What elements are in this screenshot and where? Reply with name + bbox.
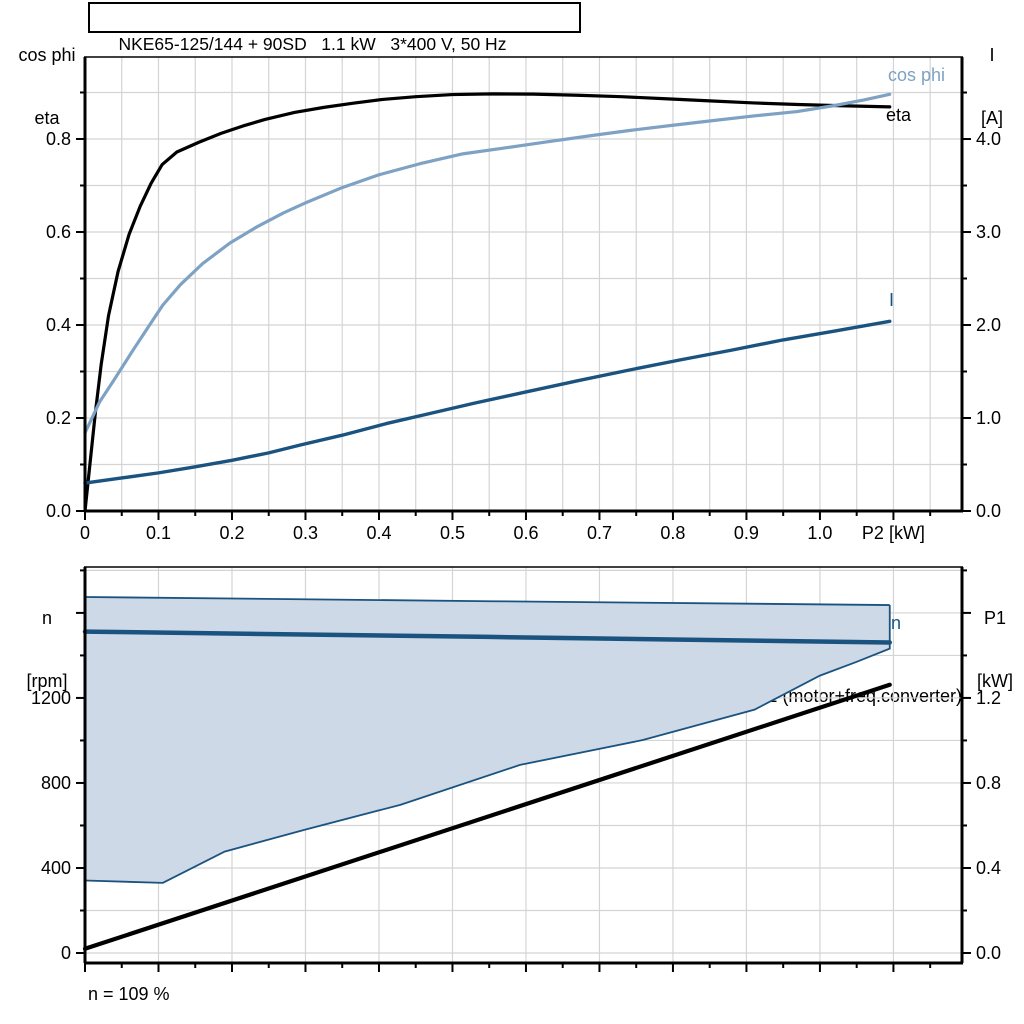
svg-text:0: 0 [80, 523, 90, 543]
axis-title-I: I [989, 45, 995, 65]
series-cos-phi [83, 92, 892, 435]
duty-envelope-upper-bound [84, 596, 890, 606]
svg-text:1.0: 1.0 [807, 523, 832, 543]
svg-text:0.4: 0.4 [976, 858, 1001, 878]
svg-text:0.4: 0.4 [46, 315, 71, 335]
axis-title-eta: eta [34, 108, 60, 128]
curve-label-cos-phi: cos phi [888, 65, 946, 85]
svg-text:0.0: 0.0 [976, 501, 1001, 521]
curve-label-current: I [889, 290, 895, 310]
chart-motor-performance: 0.00.20.40.60.80.01.02.03.04.00 0.1 0.2 0.3… [46, 56, 1001, 543]
svg-text:0.1: 0.1 [146, 523, 171, 543]
axis-title-kW: [kW] [977, 671, 1013, 691]
svg-text:0.3: 0.3 [293, 523, 318, 543]
series-p1 [82, 682, 892, 951]
svg-text:0.9: 0.9 [734, 523, 759, 543]
speed-footnote: n = 109 % [88, 984, 170, 1004]
svg-text:2.0: 2.0 [976, 315, 1001, 335]
svg-text:0.4: 0.4 [366, 523, 391, 543]
axis-title-rpm: [rpm] [26, 671, 68, 691]
svg-text:3.0: 3.0 [976, 222, 1001, 242]
svg-text:800: 800 [41, 773, 71, 793]
series-eta [83, 92, 892, 513]
svg-text:400: 400 [41, 858, 71, 878]
series-speed [82, 629, 893, 645]
svg-text:0.5: 0.5 [440, 523, 465, 543]
curve-label-eta: eta [886, 105, 912, 125]
svg-text:0.2: 0.2 [46, 408, 71, 428]
svg-text:0.0: 0.0 [46, 501, 71, 521]
bottom-left-axis-title: n [rpm] [8, 566, 86, 734]
top-right-axis-title: I [A] [964, 3, 1020, 171]
chart-title-box: NKE65-125/144 + 90SD 1.1 kW 3*400 V, 50 … [88, 2, 581, 54]
svg-text:0.2: 0.2 [219, 523, 244, 543]
svg-text:P2 [kW]: P2 [kW] [862, 523, 925, 543]
svg-text:0.7: 0.7 [587, 523, 612, 543]
svg-text:1.0: 1.0 [976, 408, 1001, 428]
svg-text:0: 0 [61, 943, 71, 963]
top-left-axis-title: cos phi eta [8, 3, 86, 171]
axis-title-cosphi: cos phi [18, 45, 76, 65]
svg-text:0.6: 0.6 [46, 222, 71, 242]
series-current [83, 319, 892, 485]
curve-label-p1: P1 (motor+freq.converter) [755, 686, 962, 706]
curve-label-n: n [891, 613, 902, 633]
axis-title-A: [A] [980, 108, 1003, 128]
axis-title-n: n [41, 608, 52, 628]
chart-title: NKE65-125/144 + 90SD 1.1 kW 3*400 V, 50 … [118, 34, 507, 54]
bottom-right-axis-title: P1 [kW] [966, 566, 1024, 734]
duty-envelope-lower-bound [84, 605, 891, 884]
svg-text:0.0: 0.0 [976, 943, 1001, 963]
duty-envelope-fill [85, 596, 890, 883]
svg-text:0.6: 0.6 [513, 523, 538, 543]
svg-text:0.8: 0.8 [976, 773, 1001, 793]
axis-title-P1: P1 [983, 608, 1007, 628]
svg-text:0.8: 0.8 [660, 523, 685, 543]
